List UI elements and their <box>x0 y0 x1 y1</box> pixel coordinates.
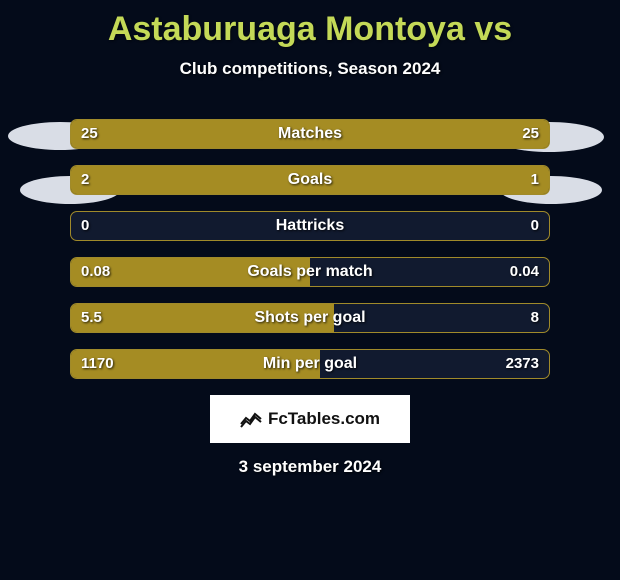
stat-label: Goals <box>71 166 549 194</box>
stat-row: 00Hattricks <box>70 211 550 241</box>
stat-label: Goals per match <box>71 258 549 286</box>
stat-label: Min per goal <box>71 350 549 378</box>
date-label: 3 september 2024 <box>0 457 620 477</box>
page-title: Astaburuaga Montoya vs <box>0 0 620 49</box>
stat-row: 11702373Min per goal <box>70 349 550 379</box>
badge-text: FcTables.com <box>268 409 380 429</box>
stat-row: 0.080.04Goals per match <box>70 257 550 287</box>
stat-label: Matches <box>71 120 549 148</box>
source-badge: FcTables.com <box>210 395 410 443</box>
stat-row: 5.58Shots per goal <box>70 303 550 333</box>
subtitle: Club competitions, Season 2024 <box>0 59 620 79</box>
stat-label: Shots per goal <box>71 304 549 332</box>
stat-row: 2525Matches <box>70 119 550 149</box>
chart-icon <box>240 410 262 428</box>
stats-comparison-table: 2525Matches 21Goals 00Hattricks 0.080.04Goa… <box>70 119 550 379</box>
stat-label: Hattricks <box>71 212 549 240</box>
stat-row: 21Goals <box>70 165 550 195</box>
